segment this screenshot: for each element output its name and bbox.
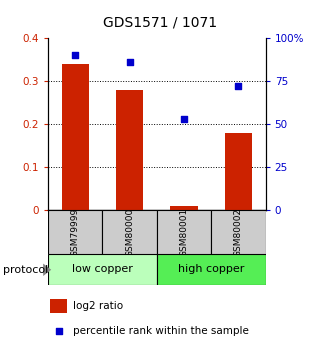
Text: protocol: protocol bbox=[3, 265, 48, 275]
Text: GSM80002: GSM80002 bbox=[234, 207, 243, 257]
Text: high copper: high copper bbox=[178, 264, 244, 274]
Text: low copper: low copper bbox=[72, 264, 133, 274]
Bar bbox=[48, 254, 157, 285]
Text: GSM80000: GSM80000 bbox=[125, 207, 134, 257]
Text: percentile rank within the sample: percentile rank within the sample bbox=[73, 326, 249, 336]
Bar bbox=[171, 206, 198, 210]
Text: GDS1571 / 1071: GDS1571 / 1071 bbox=[103, 16, 217, 29]
Point bbox=[73, 52, 78, 58]
Bar bbox=[62, 64, 89, 210]
Point bbox=[236, 83, 241, 89]
Bar bbox=[48, 210, 102, 254]
Bar bbox=[157, 210, 211, 254]
Text: GSM80001: GSM80001 bbox=[180, 207, 188, 257]
Bar bbox=[211, 210, 266, 254]
Text: log2 ratio: log2 ratio bbox=[73, 301, 123, 311]
Bar bbox=[225, 133, 252, 210]
Bar bbox=[102, 210, 157, 254]
Point bbox=[181, 116, 187, 122]
Polygon shape bbox=[43, 264, 51, 276]
Point bbox=[127, 59, 132, 65]
Text: GSM79999: GSM79999 bbox=[71, 207, 80, 257]
Bar bbox=[116, 90, 143, 210]
Point bbox=[56, 328, 61, 334]
Bar bbox=[50, 299, 68, 313]
Bar bbox=[157, 254, 266, 285]
